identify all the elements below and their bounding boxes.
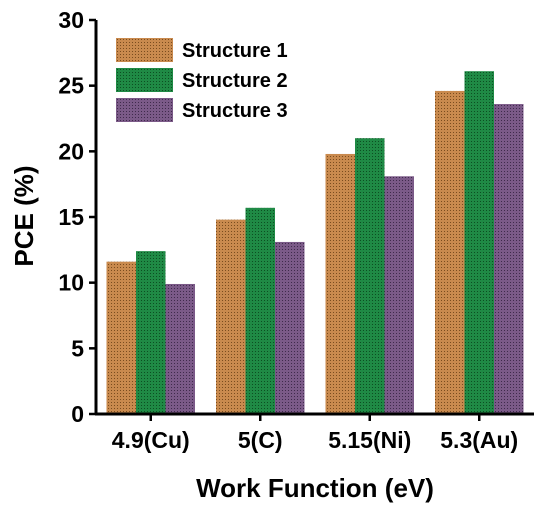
y-tick-label: 25 — [58, 73, 84, 99]
bar-5(C)-series-2 — [245, 207, 275, 414]
bar-4.9(Cu)-series-1 — [106, 261, 136, 414]
y-tick-label: 10 — [58, 270, 84, 296]
y-tick-label: 0 — [71, 401, 84, 427]
bar-5.3(Au)-series-2 — [464, 71, 494, 414]
y-tick-label: 20 — [58, 138, 84, 164]
bar-5(C)-series-1 — [216, 219, 246, 414]
x-tick-label: 4.9(Cu) — [112, 427, 190, 453]
legend-label-series-1: Structure 1 — [182, 40, 288, 62]
y-axis-title: PCE (%) — [9, 165, 39, 266]
bar-5.3(Au)-series-1 — [435, 90, 465, 415]
x-tick-label: 5.15(Ni) — [328, 427, 411, 453]
y-tick-label: 30 — [58, 7, 84, 33]
legend-label-series-2: Structure 2 — [182, 70, 288, 92]
y-tick-label: 5 — [71, 335, 84, 361]
x-tick-label: 5.3(Au) — [440, 427, 518, 453]
legend: Structure 1 Structure 2 Structure 3 — [116, 38, 288, 122]
x-tick-label: 5(C) — [238, 427, 283, 453]
bar-5.3(Au)-series-3 — [494, 104, 524, 414]
bar-5.15(Ni)-series-3 — [384, 176, 414, 414]
legend-label-series-3: Structure 3 — [182, 100, 288, 122]
legend-swatch-series-1 — [116, 38, 173, 62]
bar-5.15(Ni)-series-2 — [355, 138, 385, 414]
bar-5.15(Ni)-series-1 — [325, 153, 355, 414]
y-tick-label: 15 — [58, 204, 84, 230]
ticks-group: 0 5 10 15 20 25 30 4.9(Cu) 5(C) 5.15(Ni) 5.3(Au) — [58, 7, 518, 453]
legend-swatch-series-2 — [116, 68, 173, 92]
bar-5(C)-series-3 — [275, 241, 305, 414]
legend-swatch-series-3 — [116, 98, 173, 122]
x-axis-title: Work Function (eV) — [196, 473, 434, 503]
bar-4.9(Cu)-series-2 — [136, 251, 166, 414]
bar-4.9(Cu)-series-3 — [165, 283, 195, 414]
bars-group — [106, 71, 524, 415]
